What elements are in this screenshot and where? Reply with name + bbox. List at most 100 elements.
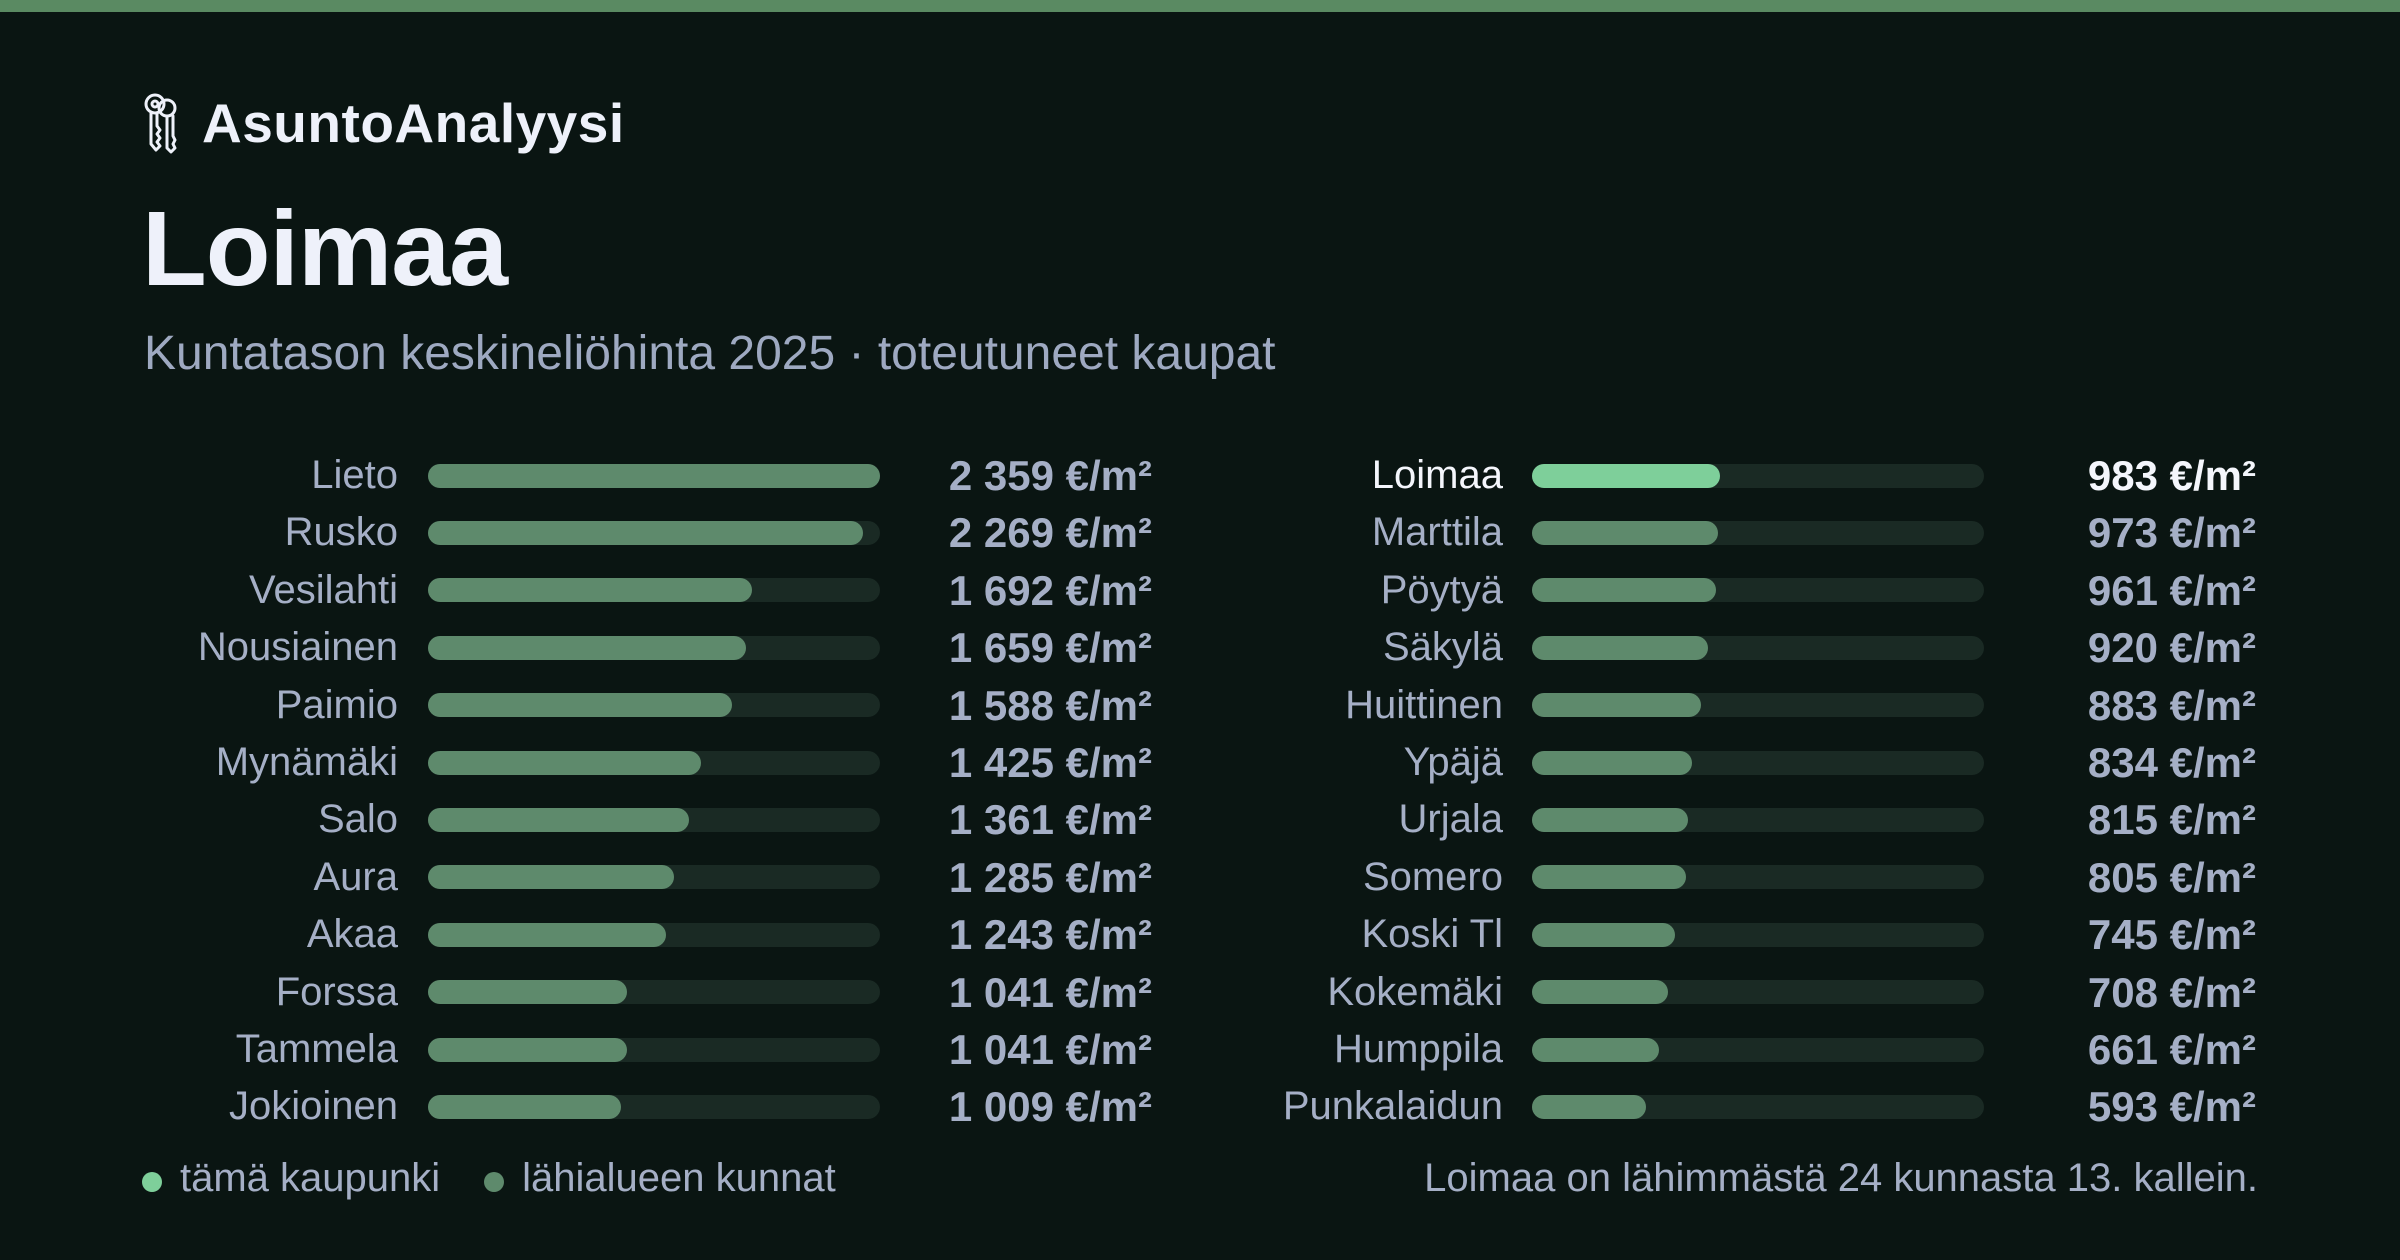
bar-label: Forssa	[275, 969, 398, 1014]
bar-label: Lieto	[311, 453, 398, 497]
bar-value-label: 1 009 €/m²	[948, 1083, 1152, 1131]
bar-label: Säkylä	[1382, 625, 1503, 670]
bar-label: Urjala	[1398, 797, 1503, 842]
bar-label: Akaa	[306, 912, 398, 957]
bar	[1532, 865, 1686, 890]
brand: AsuntoAnalyysi	[140, 88, 625, 158]
brand-name: AsuntoAnalyysi	[202, 92, 625, 154]
bar	[1532, 808, 1688, 833]
legend-item-nearby: lähialueen kunnat	[484, 1156, 836, 1201]
bar	[1532, 1037, 1659, 1062]
bar-track	[1532, 808, 1984, 833]
bar-row: Forssa 1 041 €/m²	[0, 964, 2400, 1021]
bar	[1532, 1095, 1646, 1120]
legend-label: lähialueen kunnat	[522, 1155, 836, 1200]
page-title: Loimaa	[142, 190, 508, 308]
bar	[1532, 578, 1716, 603]
bar-track	[1532, 750, 1984, 775]
bar-label: Pöytyä	[1380, 567, 1503, 612]
top-accent-bar	[0, 0, 2400, 12]
bar-value-label: 745 €/m²	[2087, 911, 2256, 959]
bar-row: Lieto 2 359 €/m²	[0, 447, 2400, 504]
bar-track	[428, 463, 880, 488]
bar-value-label: 1 243 €/m²	[948, 911, 1152, 959]
bar-label: Mynämäki	[215, 740, 398, 784]
bar-track	[428, 922, 880, 947]
bar-track	[428, 521, 880, 546]
bar-track	[1532, 922, 1984, 947]
bar-row: Humppila 661 €/m²	[0, 1021, 2400, 1078]
bar-label: Kokemäki	[1327, 969, 1503, 1014]
bar-value-label: 1 425 €/m²	[948, 739, 1152, 786]
bar-track	[428, 578, 880, 603]
bar-track	[428, 980, 880, 1005]
bar-label: Somero	[1362, 854, 1503, 899]
keys-icon	[144, 93, 177, 154]
bar-row: Nousiainen 1 659 €/m²	[0, 619, 2400, 676]
legend-item-this-city: tämä kaupunki	[142, 1156, 440, 1201]
bar-label: Vesilahti	[249, 567, 398, 612]
bar-row: Somero 805 €/m²	[0, 849, 2400, 906]
bar	[428, 693, 732, 718]
bar-label: Nousiainen	[197, 625, 398, 670]
bar-value-label: 973 €/m²	[2087, 509, 2256, 557]
bar-value-label: 883 €/m²	[2087, 681, 2256, 729]
bar-label: Tammela	[235, 1027, 398, 1071]
bar-track	[428, 693, 880, 718]
bar-row: Mynämäki 1 425 €/m²	[0, 734, 2400, 791]
bar	[428, 808, 689, 833]
bar-track	[1532, 521, 1984, 546]
bar-value-label: 661 €/m²	[2087, 1026, 2256, 1073]
bar-value-label: 815 €/m²	[2087, 796, 2256, 844]
bar-value-label: 1 285 €/m²	[948, 853, 1152, 901]
bar-row: Vesilahti 1 692 €/m²	[0, 562, 2400, 619]
bar-value-label: 920 €/m²	[2087, 624, 2256, 672]
bar-value-label: 2 269 €/m²	[948, 509, 1152, 557]
bar-value-label: 1 041 €/m²	[948, 968, 1152, 1016]
bar-label: Punkalaidun	[1282, 1084, 1503, 1129]
bar-label: Jokioinen	[228, 1084, 398, 1129]
bar-row: Pöytyä 961 €/m²	[0, 562, 2400, 619]
bar-track	[1532, 693, 1984, 718]
bar-value-label: 1 041 €/m²	[948, 1026, 1152, 1073]
page-subtitle: Kuntatason keskineliöhinta 2025 · toteut…	[144, 327, 1276, 380]
bar-track	[1532, 1037, 1984, 1062]
bar	[1532, 750, 1692, 775]
bar	[428, 463, 880, 488]
bar-row: Huittinen 883 €/m²	[0, 677, 2400, 734]
legend-label: tämä kaupunki	[180, 1155, 441, 1200]
bar	[428, 1037, 627, 1062]
rank-footnote: Loimaa on lähimmästä 24 kunnasta 13. kal…	[1424, 1156, 2258, 1200]
bar	[1532, 521, 1718, 546]
bar-value-label: 1 361 €/m²	[948, 796, 1152, 844]
legend-dot-nearby	[484, 1172, 505, 1192]
bar-value-label: 593 €/m²	[2087, 1083, 2256, 1131]
bar-label: Paimio	[275, 682, 398, 727]
bar-row: Säkylä 920 €/m²	[0, 619, 2400, 676]
bar-track	[428, 865, 880, 890]
bar	[1532, 980, 1668, 1005]
bar-track	[1532, 980, 1984, 1005]
bar-label: Huittinen	[1345, 682, 1503, 727]
bar	[1532, 693, 1701, 718]
bar-track	[1532, 635, 1984, 660]
bar-track	[428, 750, 880, 775]
legend: tämä kaupunki lähialueen kunnat	[142, 1150, 880, 1206]
bar-label: Humppila	[1334, 1027, 1503, 1071]
bar	[428, 521, 863, 546]
bar-value-label: 983 €/m²	[2087, 452, 2256, 499]
bar	[428, 1095, 621, 1120]
bar-row: Urjala 815 €/m²	[0, 791, 2400, 848]
bar-row: Rusko 2 269 €/m²	[0, 504, 2400, 561]
bar	[428, 750, 701, 775]
bar-row: Tammela 1 041 €/m²	[0, 1021, 2400, 1078]
bar-value-label: 1 659 €/m²	[948, 624, 1152, 672]
bar-label: Loimaa	[1371, 453, 1503, 497]
bar-row: Punkalaidun 593 €/m²	[0, 1078, 2400, 1135]
bar-track	[1532, 578, 1984, 603]
bar-row: Ypäjä 834 €/m²	[0, 734, 2400, 791]
bar	[428, 635, 746, 660]
bar-row: Marttila 973 €/m²	[0, 504, 2400, 561]
bar-value-label: 834 €/m²	[2087, 739, 2256, 786]
bar	[1532, 922, 1675, 947]
